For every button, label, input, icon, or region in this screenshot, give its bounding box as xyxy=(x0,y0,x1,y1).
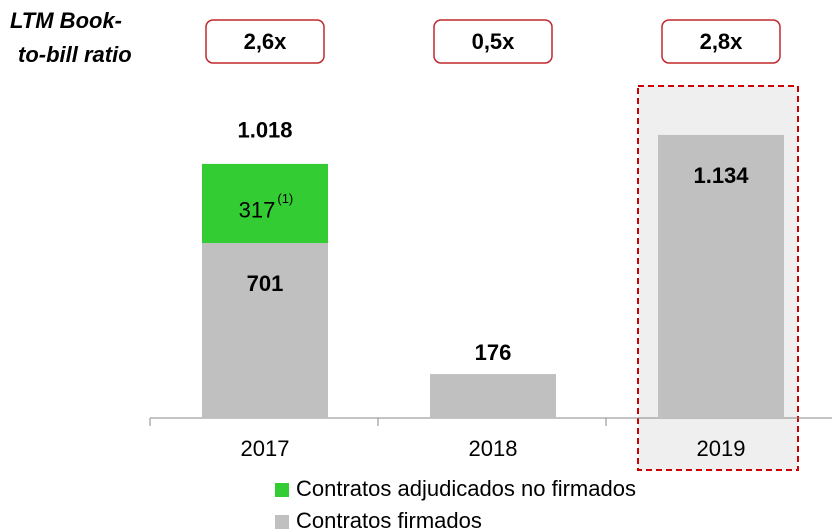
x-tick-label: 2017 xyxy=(241,436,290,461)
ratio-label: 0,5x xyxy=(472,29,516,54)
legend-swatch xyxy=(275,483,289,497)
value-label: 176 xyxy=(475,340,512,365)
bar-segment xyxy=(202,163,328,244)
ratio-title: LTM Book- xyxy=(10,8,122,33)
value-label: 317 xyxy=(239,197,276,222)
ratio-label: 2,6x xyxy=(244,29,288,54)
value-label: 701 xyxy=(247,271,284,296)
x-tick-label: 2018 xyxy=(469,436,518,461)
x-tick-label: 2019 xyxy=(697,436,746,461)
bar-segment xyxy=(430,374,556,418)
ratio-label: 2,8x xyxy=(700,29,744,54)
legend-label: Contratos adjudicados no firmados xyxy=(296,476,636,501)
legend-label: Contratos firmados xyxy=(296,508,482,531)
ratio-title: to-bill ratio xyxy=(18,42,132,67)
ratio-box xyxy=(661,19,781,64)
ratio-box xyxy=(205,19,325,64)
ratio-box xyxy=(433,19,553,64)
value-label: 1.134 xyxy=(693,163,749,188)
footnote-mark: (1) xyxy=(277,191,293,206)
total-label: 1.018 xyxy=(237,118,292,143)
bar-segment xyxy=(202,243,328,418)
bar-segment xyxy=(658,134,784,418)
legend-swatch xyxy=(275,515,289,529)
